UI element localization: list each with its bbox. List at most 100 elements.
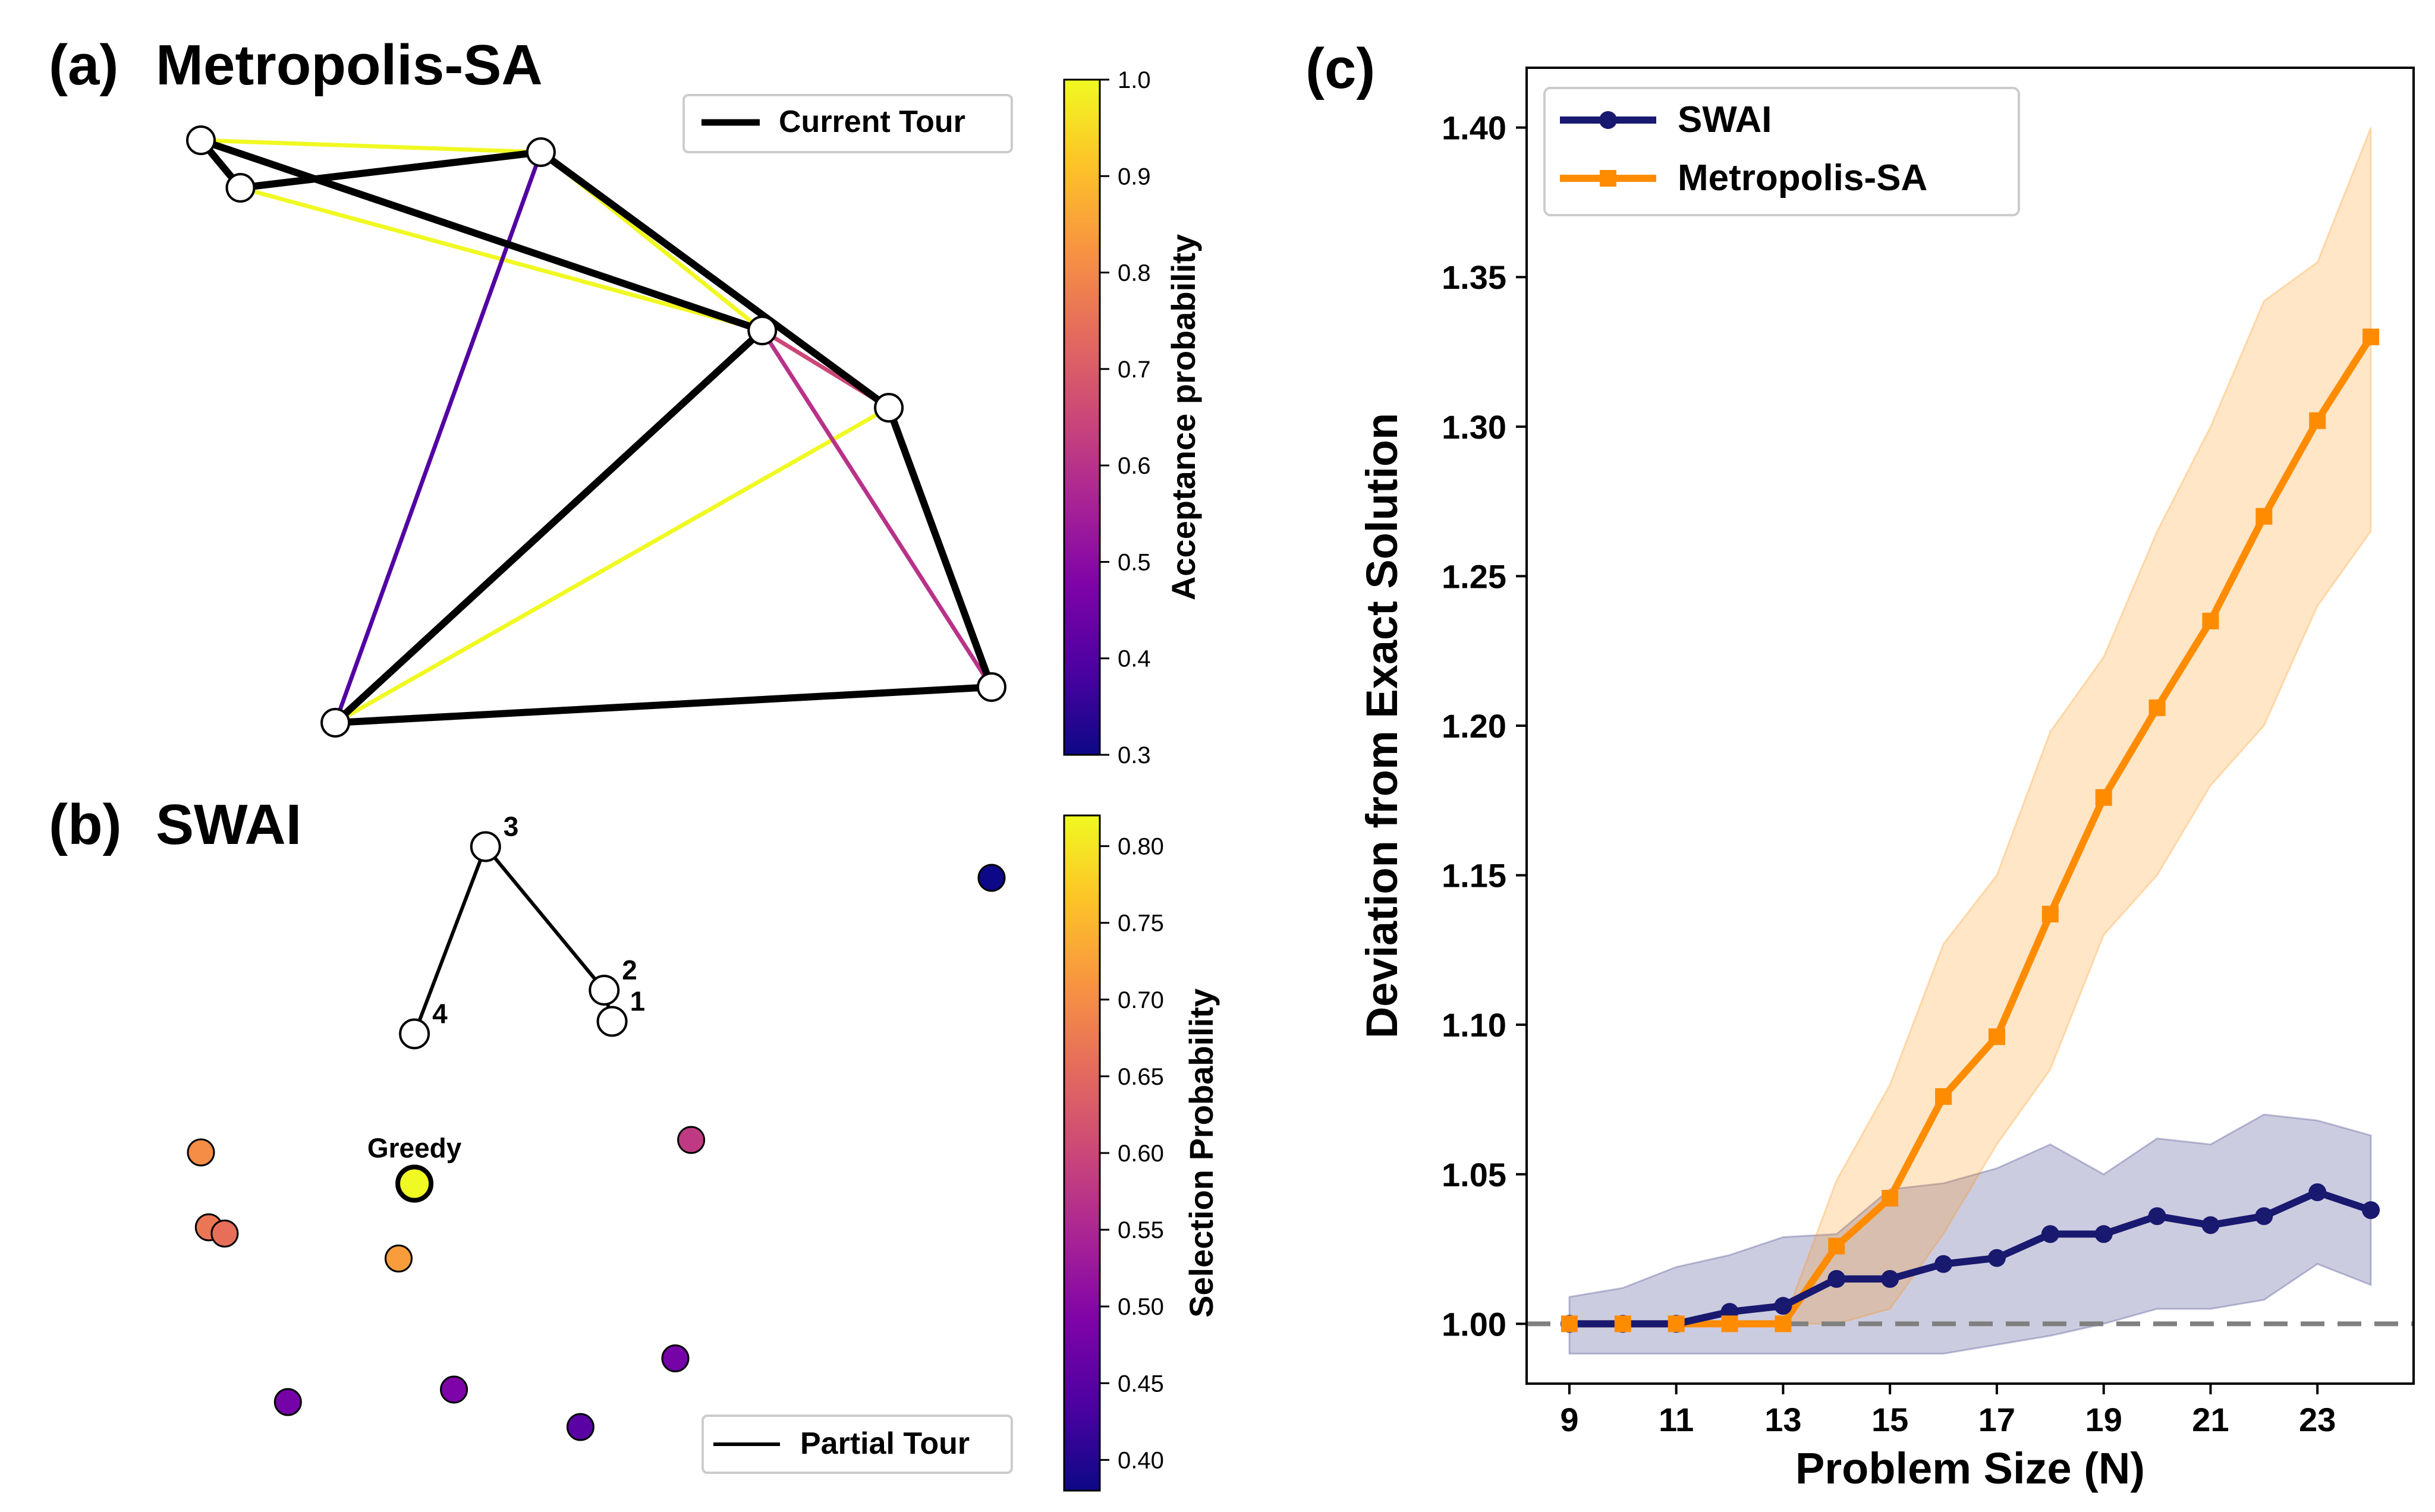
panel-b-colorbar-tick-label-0: 0.40 <box>1118 1447 1164 1473</box>
panel-c-marker-0-10 <box>2094 1225 2113 1243</box>
panel-c-marker-1-13 <box>2255 508 2273 525</box>
panel-c-marker-0-14 <box>2308 1183 2327 1201</box>
panel-a-tour-edge-2 <box>537 149 893 411</box>
panel-c-confidence-bands <box>1568 127 2372 1355</box>
panel-c-y-tick-label-8: 1.40 <box>1442 109 1506 147</box>
panel-c-legend: SWAI Metropolis-SA <box>1543 87 2020 216</box>
panel-c-x-tick-label-3: 15 <box>1871 1401 1908 1438</box>
panel-a-legend: Current Tour <box>682 94 1013 153</box>
panel-c-marker-1-5 <box>1828 1237 1845 1255</box>
panel-c-line-0 <box>1569 1188 2373 1328</box>
panel-b-candidate-2 <box>187 1138 215 1167</box>
panel-c-x-tick-label-7: 23 <box>2299 1401 2336 1438</box>
panel-b-colorbar-tick-label-8: 0.80 <box>1118 834 1164 860</box>
panel-c-marker-1-15 <box>2362 328 2380 345</box>
panel-a-colorbar-tick-label-3: 0.6 <box>1118 453 1151 479</box>
panel-a-colorbar-bar <box>1063 78 1101 756</box>
panel-c-y-tick-label-1: 1.05 <box>1442 1156 1506 1193</box>
panel-c-marker-0-4 <box>1774 1297 1792 1315</box>
panel-c-y-axis-label: Deviation from Exact Solution <box>1357 413 1407 1039</box>
panel-a-node-6 <box>320 708 351 738</box>
panel-c-marker-0-13 <box>2255 1207 2273 1226</box>
panel-c-label: (c) <box>1305 37 1375 100</box>
panel-c-y-tick-label-5: 1.25 <box>1442 557 1506 595</box>
panel-a-legend-box <box>682 94 1013 153</box>
panel-c-legend-label-swai: SWAI <box>1678 99 1772 140</box>
panel-a-colorbar-tick-label-2: 0.5 <box>1118 549 1151 575</box>
panel-c-marker-1-4 <box>1775 1315 1792 1333</box>
panel-a-label: (a) <box>49 33 118 97</box>
panel-b-candidate-8 <box>273 1388 302 1416</box>
panel-b-tour-node-4 <box>399 1018 430 1050</box>
panel-c-x-tick-label-0: 9 <box>1560 1401 1578 1438</box>
panel-a-tour-edge-4 <box>332 683 995 726</box>
panel-c-marker-1-14 <box>2309 412 2326 429</box>
panel-c-marker-1-2 <box>1668 1315 1685 1333</box>
panel-c-y-axis: 1.00 1.05 1.10 1.15 1.20 1.25 1.30 1.35 1.40 <box>1442 109 1527 1343</box>
panel-a-colorbar-tick-label-1: 0.4 <box>1118 646 1151 672</box>
panel-c-y-tick-label-2: 1.10 <box>1442 1006 1506 1044</box>
panel-a-node-3 <box>747 316 778 345</box>
panel-a-tour-edge-6 <box>197 137 766 334</box>
panel-a-nodes <box>186 125 1006 738</box>
panel-b-title: SWAI <box>156 793 301 856</box>
panel-b-colorbar-tick-label-7: 0.75 <box>1118 911 1164 937</box>
panel-b-legend-label: Partial Tour <box>800 1426 970 1461</box>
panel-c-legend-marker-0 <box>1599 111 1617 129</box>
panel-b-tour-node-label-1: 1 <box>630 986 646 1017</box>
panel-a-title: Metropolis-SA <box>156 33 543 97</box>
panel-c-marker-1-6 <box>1882 1190 1899 1207</box>
panel-c-y-tick-label-0: 1.00 <box>1442 1305 1506 1343</box>
panel-b-tour-edge-1 <box>484 845 606 991</box>
panel-a-proposal-edge-0 <box>200 138 542 155</box>
panel-c-marker-1-3 <box>1721 1315 1738 1333</box>
panel-a-node-2 <box>526 137 556 167</box>
panel-b-greedy-candidate <box>395 1164 434 1203</box>
panel-b-candidate-9 <box>440 1375 468 1404</box>
panel-a-colorbar: 0.3 0.4 0.5 0.6 0.7 0.8 0.9 1.0 Acceptance prob… <box>1063 67 1202 768</box>
panel-c-marker-1-7 <box>1935 1088 1952 1105</box>
panel-c-marker-0-5 <box>1827 1270 1846 1288</box>
panel-b-colorbar-ticks: 0.40 0.45 0.50 0.55 0.60 0.65 0.70 0.75 0.80 <box>1100 834 1164 1473</box>
panel-b-colorbar-tick-label-2: 0.50 <box>1118 1294 1164 1320</box>
panel-a-tour-edge-1 <box>237 149 545 191</box>
panel-a-node-4 <box>874 393 904 423</box>
panel-b-colorbar: 0.40 0.45 0.50 0.55 0.60 0.65 0.70 0.75 0.80 Sel… <box>1063 814 1220 1492</box>
panel-a-colorbar-tick-label-6: 0.9 <box>1118 163 1151 190</box>
panel-b-greedy-label: Greedy <box>367 1133 462 1164</box>
panel-c-x-tick-label-1: 11 <box>1659 1401 1694 1438</box>
panel-c-x-tick-label-6: 21 <box>2192 1401 2229 1438</box>
panel-c-x-tick-label-2: 13 <box>1764 1401 1801 1438</box>
panel-b-colorbar-label: Selection Probability <box>1182 988 1220 1318</box>
panel-a: (a) Metropolis-SA Current Tour 0.3 0.4 0.5… <box>49 33 1202 768</box>
panel-c-series-lines <box>1569 335 2374 1328</box>
panel-a-colorbar-ticks: 0.3 0.4 0.5 0.6 0.7 0.8 0.9 1.0 <box>1100 67 1151 768</box>
panel-b-colorbar-tick-label-3: 0.55 <box>1118 1217 1164 1243</box>
panel-c-marker-1-8 <box>1988 1028 2005 1045</box>
panel-a-node-5 <box>977 672 1006 702</box>
panel-c-x-axis: 9 11 13 15 17 19 21 23 <box>1560 1384 2336 1438</box>
panel-c-series-markers <box>1560 328 2380 1333</box>
panel-a-node-0 <box>186 125 216 155</box>
panel-c-marker-1-11 <box>2148 699 2166 716</box>
panel-c-marker-1-1 <box>1614 1315 1631 1333</box>
panel-a-proposal-edge-4 <box>333 151 543 724</box>
panel-b-colorbar-tick-label-6: 0.70 <box>1118 987 1164 1013</box>
panel-a-proposal-edges <box>200 138 993 725</box>
panel-c-legend-label-metropolis: Metropolis-SA <box>1678 158 1927 199</box>
panel-a-node-1 <box>225 173 256 203</box>
panel-b-candidate-5 <box>210 1220 239 1248</box>
panel-b-tour-node-2 <box>589 975 620 1006</box>
panel-c-y-tick-label-6: 1.30 <box>1442 408 1506 446</box>
panel-b-candidates <box>187 864 1006 1441</box>
panel-c-band-0 <box>1568 1113 2372 1355</box>
panel-b-candidate-10 <box>566 1413 594 1441</box>
panel-b-tour-node-3 <box>470 831 501 862</box>
panel-a-colorbar-tick-label-4: 0.7 <box>1118 357 1151 383</box>
panel-b-tour-edge-2 <box>413 846 487 1035</box>
panel-a-legend-label: Current Tour <box>779 105 965 139</box>
panel-c-marker-0-8 <box>1987 1249 2006 1267</box>
panel-c-marker-0-12 <box>2201 1216 2220 1234</box>
